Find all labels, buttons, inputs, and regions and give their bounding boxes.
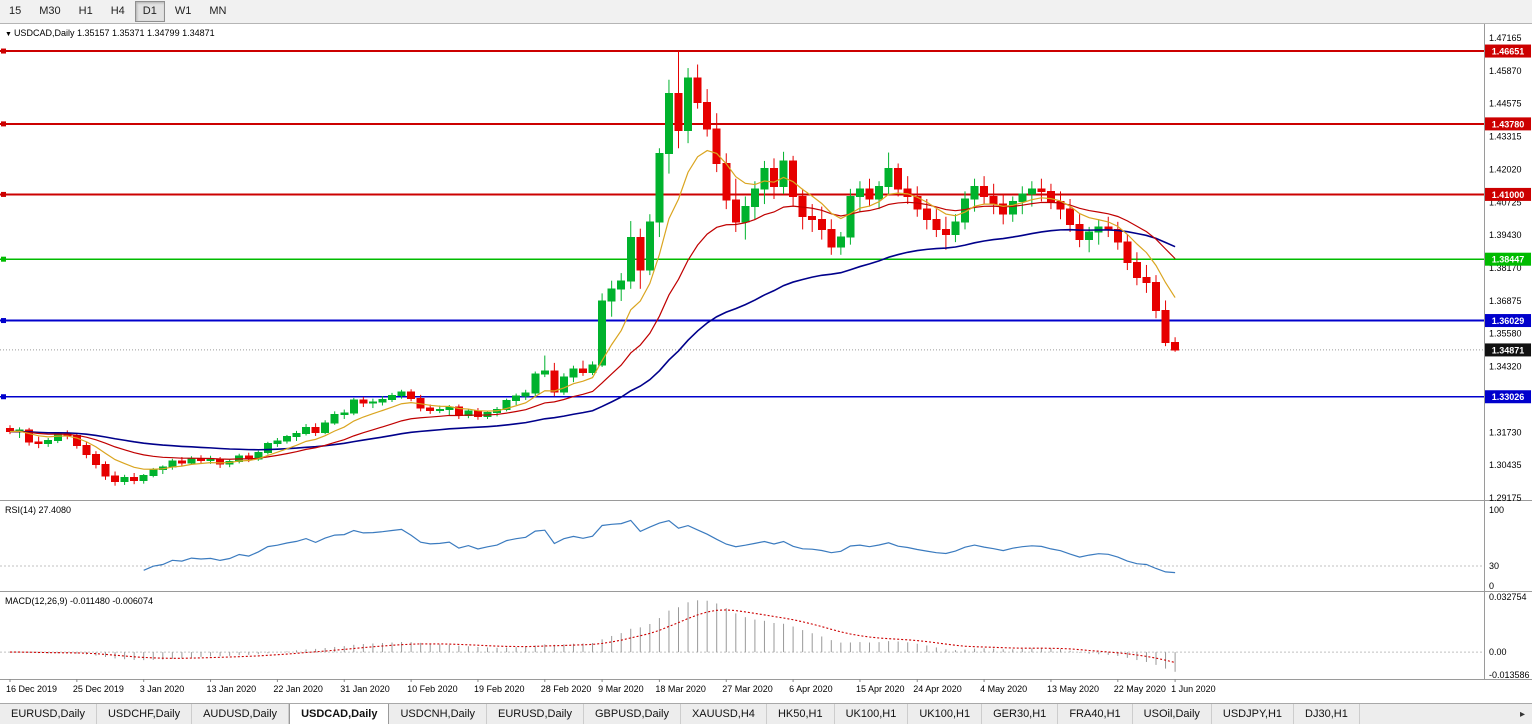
svg-text:10 Feb 2020: 10 Feb 2020 xyxy=(407,684,458,694)
svg-text:3 Jan 2020: 3 Jan 2020 xyxy=(140,684,185,694)
svg-text:27 Mar 2020: 27 Mar 2020 xyxy=(722,684,773,694)
svg-text:1.45870: 1.45870 xyxy=(1489,66,1522,76)
svg-text:9 Mar 2020: 9 Mar 2020 xyxy=(598,684,644,694)
tab-hk50-h1[interactable]: HK50,H1 xyxy=(767,704,835,724)
svg-text:1.40725: 1.40725 xyxy=(1489,197,1522,207)
svg-text:1.34320: 1.34320 xyxy=(1489,362,1522,372)
svg-text:1.41000: 1.41000 xyxy=(1492,190,1525,200)
svg-text:22 May 2020: 22 May 2020 xyxy=(1114,684,1166,694)
rsi-axis-label: 100 xyxy=(1489,505,1504,515)
symbol-tabbar: EURUSD,Daily USDCHF,Daily AUDUSD,Daily USDC… xyxy=(0,703,1532,724)
tab-fra40-h1[interactable]: FRA40,H1 xyxy=(1058,704,1133,724)
svg-text:1.46651: 1.46651 xyxy=(1492,47,1525,57)
sr-lines[interactable] xyxy=(0,48,1484,400)
svg-text:1.35580: 1.35580 xyxy=(1489,329,1522,339)
svg-text:13 Jan 2020: 13 Jan 2020 xyxy=(207,684,257,694)
date-axis: 16 Dec 2019 25 Dec 2019 3 Jan 2020 13 Jan 2… xyxy=(6,679,1216,694)
candlestick-series xyxy=(6,51,1180,486)
svg-text:1.29175: 1.29175 xyxy=(1489,493,1522,503)
tab-eurusd-daily[interactable]: EURUSD,Daily xyxy=(0,704,97,724)
tab-uk100-h1[interactable]: UK100,H1 xyxy=(908,704,983,724)
timeframe-button-w1[interactable]: W1 xyxy=(174,5,192,17)
price-badges: 1.46651 1.43780 1.41000 1.38447 1.36029 1.330… xyxy=(1485,44,1531,404)
svg-text:1.36875: 1.36875 xyxy=(1489,296,1522,306)
rsi-axis-label: 30 xyxy=(1489,561,1499,571)
svg-text:24 Apr 2020: 24 Apr 2020 xyxy=(913,684,962,694)
macd-signal-line xyxy=(10,609,1176,664)
tab-scroll-right-icon[interactable]: ▸ xyxy=(1519,708,1525,720)
macd-axis-label: -0.013586 xyxy=(1489,670,1530,680)
tab-dj30-h1[interactable]: DJ30,H1 xyxy=(1294,704,1360,724)
tab-uk100-h1[interactable]: UK100,H1 xyxy=(835,704,909,724)
svg-text:1.36029: 1.36029 xyxy=(1492,316,1525,326)
macd-histogram xyxy=(19,600,1176,672)
svg-text:31 Jan 2020: 31 Jan 2020 xyxy=(340,684,390,694)
tab-usdcad-daily[interactable]: USDCAD,Daily xyxy=(289,704,390,724)
price-chart-canvas[interactable]: 1.47165 1.45870 1.44575 1.43315 1.42020 1.407… xyxy=(0,24,1532,703)
rsi-line xyxy=(143,519,1176,574)
timeframe-toolbar: 15 M30 H1 H4 D1 W1 MN xyxy=(0,0,1532,24)
tab-usdcnh-daily[interactable]: USDCNH,Daily xyxy=(389,704,488,724)
timeframe-button-m30[interactable]: M30 xyxy=(39,5,61,17)
ma-fast-line xyxy=(9,149,1176,470)
svg-text:16 Dec 2019: 16 Dec 2019 xyxy=(6,684,57,694)
svg-text:1 Jun 2020: 1 Jun 2020 xyxy=(1171,684,1216,694)
tab-gbpusd-daily[interactable]: GBPUSD,Daily xyxy=(584,704,681,724)
svg-text:19 Feb 2020: 19 Feb 2020 xyxy=(474,684,525,694)
svg-text:28 Feb 2020: 28 Feb 2020 xyxy=(541,684,592,694)
svg-text:1.30435: 1.30435 xyxy=(1489,460,1522,470)
chart-area: 1.47165 1.45870 1.44575 1.43315 1.42020 1.407… xyxy=(0,24,1532,703)
price-axis-background xyxy=(1485,24,1532,703)
ma-slow-line xyxy=(9,228,1176,451)
rsi-axis-label: 0 xyxy=(1489,581,1494,591)
macd-axis-label: 0.00 xyxy=(1489,647,1507,657)
svg-text:1.38447: 1.38447 xyxy=(1492,255,1525,265)
tab-ger30-h1[interactable]: GER30,H1 xyxy=(982,704,1059,724)
svg-text:1.43315: 1.43315 xyxy=(1489,132,1522,142)
svg-text:25 Dec 2019: 25 Dec 2019 xyxy=(73,684,124,694)
svg-text:6 Apr 2020: 6 Apr 2020 xyxy=(789,684,833,694)
timeframe-button-15[interactable]: 15 xyxy=(9,5,22,17)
tab-usdjpy-h1[interactable]: USDJPY,H1 xyxy=(1212,704,1295,724)
svg-text:15 Apr 2020: 15 Apr 2020 xyxy=(856,684,905,694)
price-axis: 1.47165 1.45870 1.44575 1.43315 1.42020 1.407… xyxy=(1489,33,1522,503)
svg-text:13 May 2020: 13 May 2020 xyxy=(1047,684,1099,694)
timeframe-button-h4[interactable]: H4 xyxy=(110,5,125,17)
svg-text:18 Mar 2020: 18 Mar 2020 xyxy=(655,684,706,694)
svg-text:1.47165: 1.47165 xyxy=(1489,33,1522,43)
tab-eurusd-daily[interactable]: EURUSD,Daily xyxy=(487,704,584,724)
timeframe-button-h1[interactable]: H1 xyxy=(78,5,93,17)
tab-xauusd-h4[interactable]: XAUUSD,H4 xyxy=(681,704,767,724)
timeframe-button-mn[interactable]: MN xyxy=(209,5,227,17)
timeframe-button-d1[interactable]: D1 xyxy=(134,1,165,22)
svg-text:1.43780: 1.43780 xyxy=(1492,119,1525,129)
svg-text:1.38170: 1.38170 xyxy=(1489,263,1522,273)
svg-text:4 May 2020: 4 May 2020 xyxy=(980,684,1027,694)
macd-axis-label: 0.032754 xyxy=(1489,592,1527,602)
svg-text:1.34871: 1.34871 xyxy=(1492,345,1525,355)
tab-usoil-daily[interactable]: USOil,Daily xyxy=(1133,704,1212,724)
svg-text:22 Jan 2020: 22 Jan 2020 xyxy=(273,684,323,694)
tab-usdchf-daily[interactable]: USDCHF,Daily xyxy=(97,704,193,724)
svg-text:1.39430: 1.39430 xyxy=(1489,230,1522,240)
ma-medium-line xyxy=(9,201,1176,460)
svg-text:1.33026: 1.33026 xyxy=(1492,392,1525,402)
tab-audusd-daily[interactable]: AUDUSD,Daily xyxy=(192,704,290,724)
svg-text:1.44575: 1.44575 xyxy=(1489,99,1522,109)
svg-text:1.31730: 1.31730 xyxy=(1489,427,1522,437)
svg-text:1.42020: 1.42020 xyxy=(1489,164,1522,174)
